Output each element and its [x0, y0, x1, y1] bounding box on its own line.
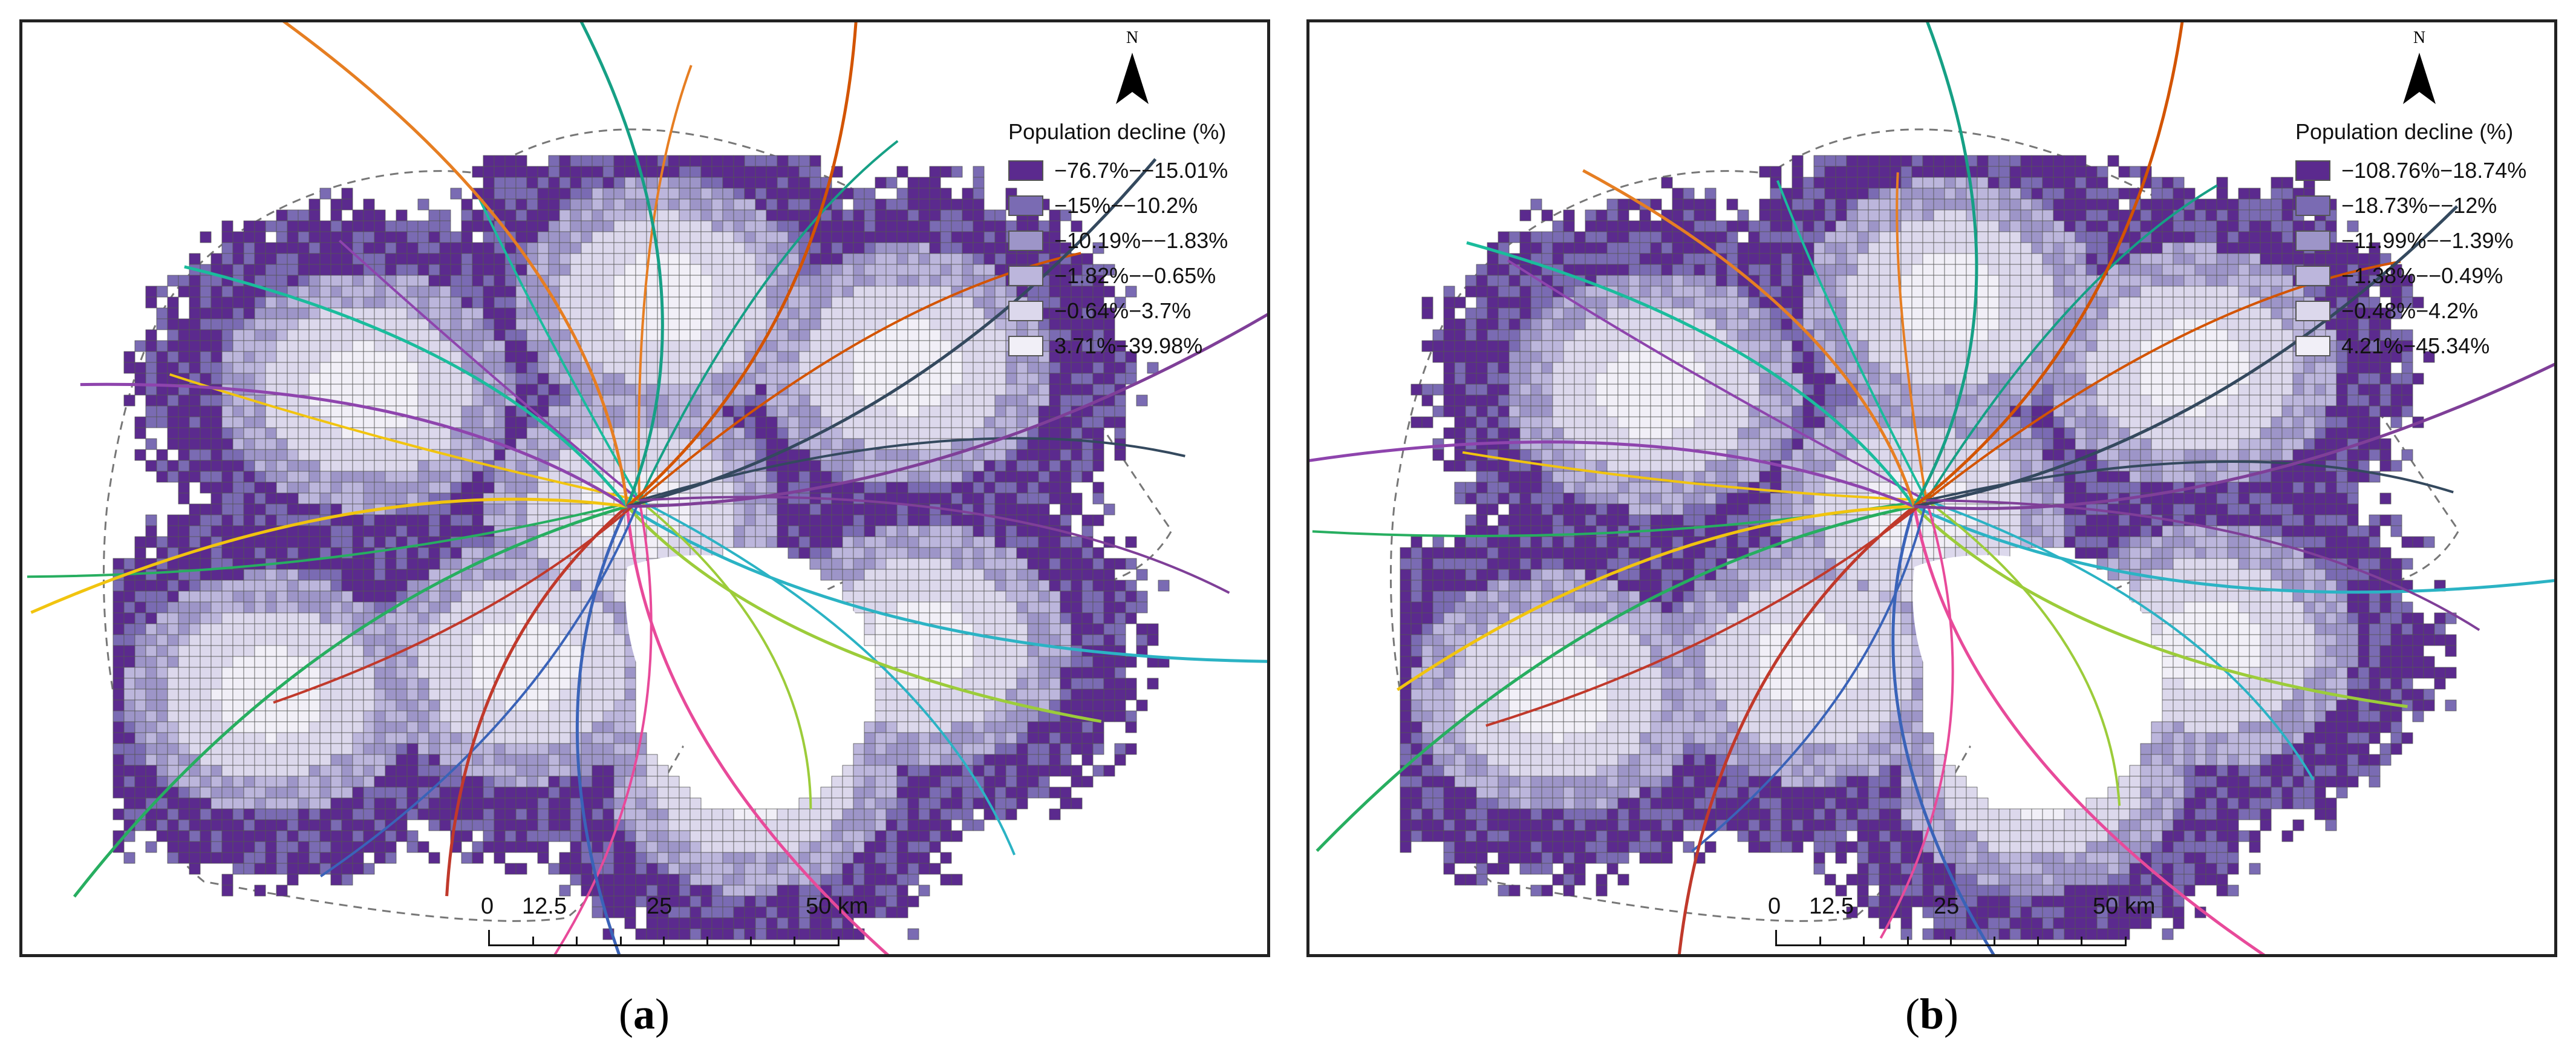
scale-bar-line [488, 930, 840, 946]
scale-label-50: 50 km [806, 894, 869, 919]
legend-title: Population decline (%) [1008, 119, 1227, 144]
legend-item: −0.48%−4.2% [2295, 293, 2526, 329]
north-letter: N [1126, 28, 1139, 47]
legend-item: −10.19%−−1.83% [1008, 223, 1228, 258]
legend-label: 3.71%−39.98% [1054, 333, 1203, 358]
panel-caption-b: (b) [1905, 990, 1958, 1038]
legend-item: −76.7%−−15.01% [1008, 153, 1228, 188]
caption-letter: a [633, 990, 655, 1038]
legend-item: 4.21%−45.34% [2295, 329, 2526, 364]
map-panel-b: N Population decline (%) −108.76%−18.74%… [1306, 19, 2557, 957]
map-canvas [27, 22, 1267, 954]
legend-swatch [1008, 160, 1043, 181]
legend-swatch [2295, 336, 2330, 356]
scale-bar: 0 12.5 25 50 km [1757, 894, 2155, 954]
scale-bar: 0 12.5 25 50 km [470, 894, 868, 954]
legend-label: −108.76%−18.74% [2341, 158, 2527, 183]
legend-label: −11.99%−−1.39% [2341, 228, 2514, 253]
legend-swatch [2295, 301, 2330, 321]
north-arrow: N [1111, 28, 1153, 107]
legend: Population decline (%) −76.7%−−15.01% −15… [1008, 119, 1228, 364]
legend-item: −1.82%−−0.65% [1008, 258, 1228, 293]
legend-item: −108.76%−18.74% [2295, 153, 2526, 188]
legend-label: −10.19%−−1.83% [1054, 228, 1228, 253]
legend-label: −0.48%−4.2% [2341, 298, 2479, 323]
north-arrow: N [2398, 28, 2441, 107]
legend-swatch [2295, 231, 2330, 251]
caption-letter: b [1919, 990, 1945, 1038]
legend-item: −11.99%−−1.39% [2295, 223, 2526, 258]
legend-title: Population decline (%) [2295, 119, 2514, 144]
scale-label-12-5: 12.5 [522, 894, 567, 919]
legend-item: −18.73%−−12% [2295, 188, 2526, 223]
scale-label-50: 50 km [2093, 894, 2156, 919]
rail-lines [27, 22, 1267, 954]
scale-bar-line [1775, 930, 2127, 946]
scale-label-0: 0 [481, 894, 494, 919]
north-arrow-icon [1116, 53, 1149, 104]
north-arrow-icon [2403, 53, 2436, 104]
legend-label: 4.21%−45.34% [2341, 333, 2490, 358]
scale-label-0: 0 [1768, 894, 1781, 919]
scale-label-25: 25 [647, 894, 673, 919]
legend-item: −0.64%−3.7% [1008, 293, 1228, 329]
legend-label: −15%−−10.2% [1054, 193, 1198, 218]
rail-lines [1309, 22, 2554, 954]
legend-item: −1.38%−−0.49% [2295, 258, 2526, 293]
legend-item: 3.71%−39.98% [1008, 329, 1228, 364]
north-letter: N [2413, 28, 2426, 47]
panel-caption-a: (a) [619, 990, 670, 1038]
legend: Population decline (%) −108.76%−18.74% −1… [2295, 119, 2526, 364]
legend-swatch [1008, 195, 1043, 216]
population-grid [1400, 155, 2457, 940]
scale-label-12-5: 12.5 [1809, 894, 1854, 919]
legend-label: −18.73%−−12% [2341, 193, 2497, 218]
legend-swatch [2295, 195, 2330, 216]
legend-swatch [1008, 231, 1043, 251]
legend-label: −76.7%−−15.01% [1054, 158, 1228, 183]
scale-label-25: 25 [1934, 894, 1960, 919]
legend-label: −0.64%−3.7% [1054, 298, 1192, 323]
legend-swatch [1008, 336, 1043, 356]
legend-swatch [2295, 160, 2330, 181]
map-panel-a: N Population decline (%) −76.7%−−15.01% −… [19, 19, 1270, 957]
legend-swatch [1008, 266, 1043, 286]
legend-label: −1.38%−−0.49% [2341, 263, 2503, 288]
legend-swatch [1008, 301, 1043, 321]
legend-swatch [2295, 266, 2330, 286]
legend-item: −15%−−10.2% [1008, 188, 1228, 223]
population-grid [112, 155, 1170, 940]
legend-label: −1.82%−−0.65% [1054, 263, 1216, 288]
map-canvas [1309, 22, 2554, 954]
